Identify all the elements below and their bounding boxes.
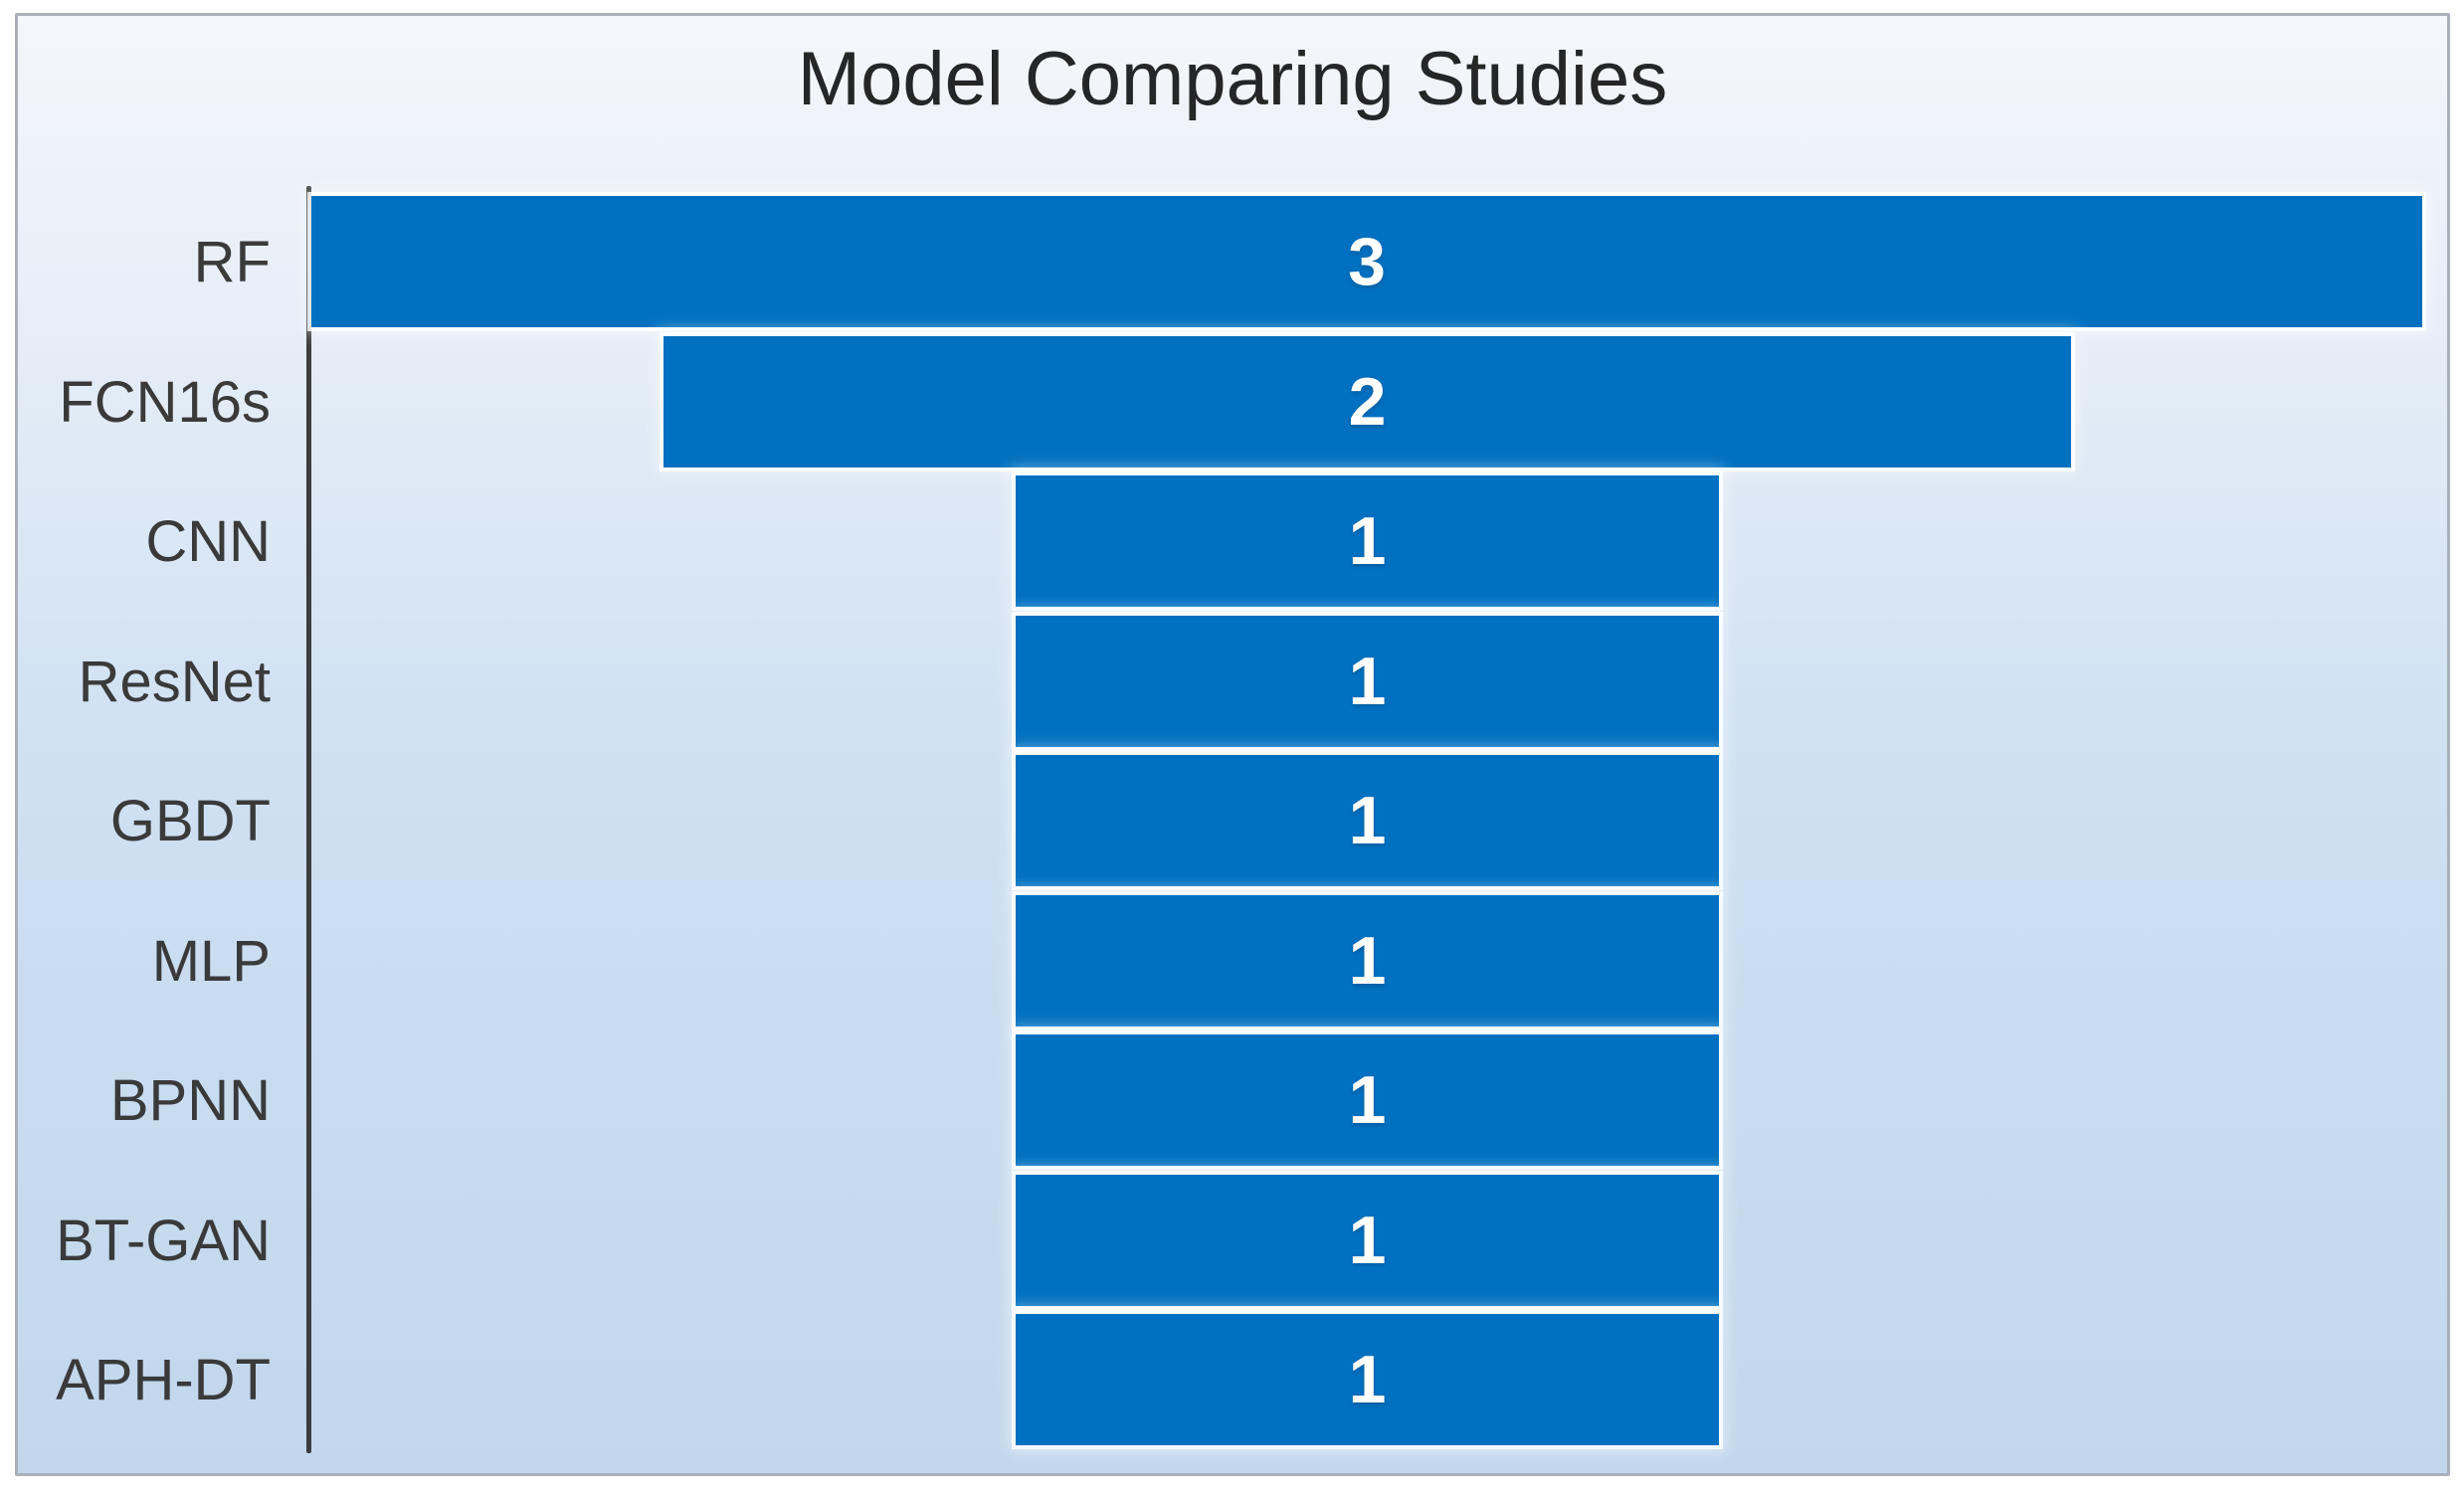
bar-value-label: 1 [1348,923,1387,999]
bar-value-label: 1 [1348,644,1387,719]
funnel-bar: 1 [1016,1314,1719,1445]
funnel-bar: 1 [1016,895,1719,1026]
category-label: RF [193,229,271,294]
bar-value-label: 1 [1348,1342,1387,1417]
funnel-bar: 1 [1016,475,1719,607]
category-label: ResNet [78,649,271,714]
category-label: GBDT [109,788,271,853]
chart-title: Model Comparing Studies [797,37,1668,121]
chart-panel: Model Comparing Studies RF 3 FCN16s 2 CN… [15,13,2450,1476]
bar-value-label: 1 [1348,503,1387,579]
bar-value-label: 1 [1348,1203,1387,1278]
funnel-bar: 1 [1016,1034,1719,1166]
bar-value-label: 2 [1348,364,1387,440]
category-label: MLP [151,928,271,994]
funnel-bar: 2 [663,336,2071,467]
funnel-bar: 1 [1016,616,1719,747]
category-label: FCN16s [59,369,271,435]
category-label: BPNN [109,1067,271,1133]
bar-value-label: 3 [1348,224,1386,299]
y-axis-line [306,186,311,1453]
bar-value-label: 1 [1348,1062,1387,1138]
category-label: APH-DT [56,1347,271,1412]
funnel-bar: 1 [1016,1175,1719,1306]
funnel-bar: 3 [311,196,2422,327]
category-label: BT-GAN [56,1208,271,1273]
funnel-bar: 1 [1016,755,1719,886]
bar-value-label: 1 [1348,783,1387,858]
category-label: CNN [145,508,271,574]
